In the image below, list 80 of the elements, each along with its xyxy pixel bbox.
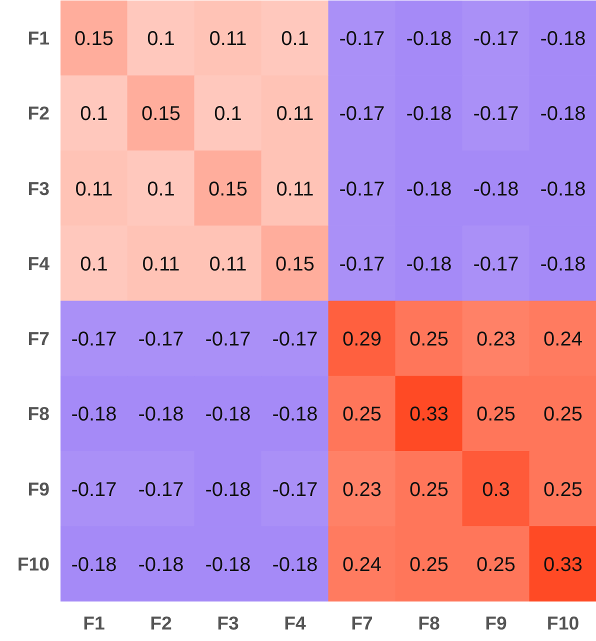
data-label: -0.18 xyxy=(272,404,318,426)
data-label: -0.18 xyxy=(406,178,452,200)
y-tick-label: F2 xyxy=(28,102,50,124)
data-label: -0.18 xyxy=(540,28,586,50)
data-label: 0.25 xyxy=(544,478,582,501)
data-label: -0.18 xyxy=(406,253,452,276)
y-tick-label: F7 xyxy=(28,328,50,350)
data-label: -0.18 xyxy=(205,404,251,426)
data-label: -0.17 xyxy=(272,478,318,501)
data-label: 0.25 xyxy=(476,404,516,426)
data-label: 0.1 xyxy=(281,28,309,50)
data-label: 0.25 xyxy=(410,554,448,576)
data-label: 0.1 xyxy=(147,28,175,50)
x-tick-label: F7 xyxy=(351,612,373,634)
data-label: 0.11 xyxy=(142,253,180,276)
data-label: 0.1 xyxy=(80,103,108,126)
data-label: -0.17 xyxy=(138,478,184,501)
data-label: -0.18 xyxy=(540,253,586,276)
data-label: -0.18 xyxy=(71,554,117,576)
data-label: 0.11 xyxy=(75,178,113,200)
data-label: 0.25 xyxy=(342,404,382,426)
data-label: -0.17 xyxy=(205,328,251,351)
data-label: -0.18 xyxy=(272,554,318,576)
data-label: -0.18 xyxy=(540,178,586,200)
data-label: 0.15 xyxy=(142,103,180,126)
data-label: -0.18 xyxy=(138,554,184,576)
data-label: -0.17 xyxy=(71,478,117,501)
data-label: -0.18 xyxy=(71,404,117,426)
data-label: 0.33 xyxy=(410,404,448,426)
y-tick-label: F3 xyxy=(28,178,50,199)
data-label: -0.17 xyxy=(473,103,519,126)
y-tick-label: F10 xyxy=(17,553,50,574)
data-label: 0.15 xyxy=(208,178,248,200)
data-label: -0.18 xyxy=(473,178,519,200)
data-label: 0.11 xyxy=(276,103,314,126)
data-label: -0.17 xyxy=(272,328,318,351)
data-label: 0.25 xyxy=(410,328,448,351)
data-label: 0.25 xyxy=(410,478,448,501)
data-label: 0.25 xyxy=(544,404,582,426)
data-label: -0.17 xyxy=(473,28,519,50)
data-label: -0.17 xyxy=(138,328,184,351)
data-label: -0.17 xyxy=(473,253,519,276)
x-tick-label: F2 xyxy=(150,612,172,634)
y-tick-label: F8 xyxy=(28,403,50,424)
data-label: 0.11 xyxy=(209,253,247,276)
data-label: 0.1 xyxy=(214,103,242,126)
x-tick-label: F3 xyxy=(217,612,239,634)
y-tick-label: F1 xyxy=(28,28,50,49)
data-label: 0.24 xyxy=(342,554,382,576)
data-label: -0.18 xyxy=(205,554,251,576)
data-label: -0.18 xyxy=(540,103,586,126)
x-tick-label: F4 xyxy=(284,612,307,634)
data-label: 0.1 xyxy=(147,178,175,200)
x-tick-label: F8 xyxy=(418,612,440,634)
data-label: 0.15 xyxy=(74,28,114,50)
x-tick-label: F10 xyxy=(546,612,580,634)
data-label: 0.15 xyxy=(276,253,314,276)
data-label: 0.33 xyxy=(544,554,582,576)
y-tick-label: F4 xyxy=(28,252,50,274)
data-label: -0.18 xyxy=(205,478,251,501)
data-label: -0.18 xyxy=(406,103,452,126)
data-label: 0.23 xyxy=(342,478,382,501)
data-label: 0.23 xyxy=(476,328,516,351)
data-label: -0.17 xyxy=(339,103,385,126)
data-label: 0.24 xyxy=(544,328,582,351)
y-tick-label: F9 xyxy=(28,478,50,500)
data-label: 0.11 xyxy=(276,178,314,200)
data-label: 0.11 xyxy=(209,28,247,50)
x-tick-label: F1 xyxy=(83,612,105,634)
data-label: 0.3 xyxy=(482,478,510,501)
data-label: -0.18 xyxy=(406,28,452,50)
data-label: -0.17 xyxy=(339,253,385,276)
data-label: 0.1 xyxy=(80,253,108,276)
data-label: -0.17 xyxy=(339,178,385,200)
data-label: -0.17 xyxy=(339,28,385,50)
data-label: -0.17 xyxy=(71,328,117,351)
data-label: -0.18 xyxy=(138,404,184,426)
data-label: 0.29 xyxy=(342,328,382,351)
data-label: 0.25 xyxy=(476,554,516,576)
x-tick-label: F9 xyxy=(485,612,507,634)
